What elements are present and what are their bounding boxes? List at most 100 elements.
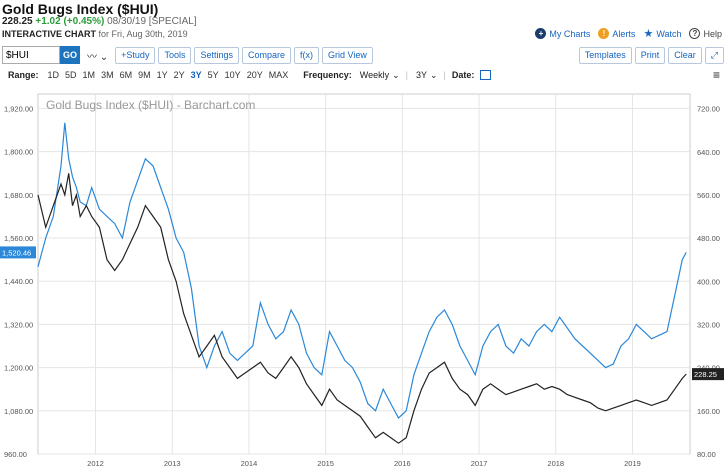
date-label: Date: xyxy=(451,70,475,80)
help-label: Help xyxy=(703,28,722,39)
toolbar-right: Templates Print Clear ⤢ xyxy=(578,46,724,64)
x-tick-label: 2018 xyxy=(547,459,564,468)
frequency-label: Frequency: xyxy=(303,70,352,80)
range-option[interactable]: 2Y xyxy=(173,70,185,80)
last-value-tag xyxy=(692,368,724,381)
my-charts-link[interactable]: + My Charts xyxy=(535,28,590,39)
last-value-label: 1,520.46 xyxy=(2,248,31,257)
quote-date: 08/30/19 [SPECIAL] xyxy=(107,16,197,27)
left-tick-label: 960.00 xyxy=(4,450,27,459)
expand-icon: ⤢ xyxy=(710,49,718,60)
left-tick-label: 1,560.00 xyxy=(4,234,33,243)
alert-icon: ! xyxy=(598,28,610,39)
help-icon: ? xyxy=(689,28,701,39)
right-tick-label: 640.00 xyxy=(697,148,720,157)
range-option[interactable]: 9M xyxy=(138,70,151,80)
right-tick-label: 480.00 xyxy=(697,234,720,243)
x-tick-label: 2012 xyxy=(87,459,104,468)
last-price: 228.25 xyxy=(2,16,33,27)
chart-type-dropdown[interactable]: 〰 ⌄ xyxy=(87,48,108,63)
plus-circle-icon: + xyxy=(535,28,547,39)
interactive-chart-title: INTERACTIVE CHART xyxy=(2,29,96,39)
x-tick-label: 2016 xyxy=(394,459,411,468)
compare-button[interactable]: Compare xyxy=(242,46,292,64)
quote-line: 228.25 +1.02 (+0.45%) 08/30/19 [SPECIAL] xyxy=(2,16,197,27)
calendar-icon[interactable] xyxy=(480,70,492,80)
symbol-search: GO xyxy=(2,46,80,64)
range-option[interactable]: 1D xyxy=(47,70,60,80)
range-option[interactable]: 3M xyxy=(101,70,114,80)
range-option[interactable]: MAX xyxy=(268,70,289,80)
line-chart-icon: 〰 xyxy=(87,51,97,63)
x-tick-label: 2014 xyxy=(241,459,258,468)
x-tick-label: 2019 xyxy=(624,459,641,468)
price-chart[interactable]: 960.00 1,080.00 1,200.00 1,320.00 1,440.00 1,… xyxy=(0,88,726,470)
left-tick-label: 1,320.00 xyxy=(4,320,33,329)
top-links: + My Charts ! Alerts ★ Watch ? Help xyxy=(535,27,722,40)
right-tick-label: 160.00 xyxy=(697,407,720,416)
range-option[interactable]: 5Y xyxy=(207,70,219,80)
range-option[interactable]: 10Y xyxy=(224,70,241,80)
left-tick-label: 1,080.00 xyxy=(4,407,33,416)
series-line xyxy=(37,122,687,419)
left-tick-label: 1,800.00 xyxy=(4,148,33,157)
chevron-down-icon: ⌄ xyxy=(392,69,400,80)
chart-title: Gold Bugs Index ($HUI) - Barchart.com xyxy=(46,98,255,112)
watch-link[interactable]: ★ Watch xyxy=(643,27,681,40)
alerts-link[interactable]: ! Alerts xyxy=(598,28,635,39)
left-tick-label: 1,920.00 xyxy=(4,104,33,113)
watch-label: Watch xyxy=(656,28,682,39)
chevron-down-icon: ⌄ xyxy=(429,69,438,80)
templates-button[interactable]: Templates xyxy=(578,46,632,64)
interactive-chart-label: INTERACTIVE CHART for Fri, Aug 30th, 201… xyxy=(2,29,188,39)
page-title: Gold Bugs Index ($HUI) xyxy=(2,1,159,17)
x-tick-label: 2013 xyxy=(164,459,181,468)
x-tick-label: 2017 xyxy=(471,459,488,468)
settings-button[interactable]: Settings xyxy=(194,46,239,64)
fx-button[interactable]: f(x) xyxy=(294,46,320,64)
clear-button[interactable]: Clear xyxy=(668,46,702,64)
expand-button[interactable]: ⤢ xyxy=(704,46,724,64)
left-tick-label: 1,680.00 xyxy=(4,191,33,200)
range-option[interactable]: 20Y xyxy=(246,70,263,80)
x-tick-label: 2015 xyxy=(317,459,334,468)
right-tick-label: 720.00 xyxy=(697,105,720,114)
right-tick-label: 400.00 xyxy=(697,277,720,286)
period-value: 3Y xyxy=(415,70,427,80)
my-charts-label: My Charts xyxy=(549,28,591,39)
plot-frame xyxy=(37,93,691,455)
alerts-label: Alerts xyxy=(612,28,636,39)
range-option[interactable]: 5D xyxy=(65,70,77,80)
range-label: Range: xyxy=(8,70,39,80)
range-option[interactable]: 1Y xyxy=(156,70,168,80)
toolbar: GO 〰 ⌄ +Study Tools Settings Compare f(x… xyxy=(2,45,724,65)
frequency-dropdown[interactable]: Weekly ⌄ xyxy=(360,70,400,81)
range-option[interactable]: 3Y xyxy=(190,70,202,80)
range-options: 1D 5D 1M 3M 6M 9M 1Y 2Y 3Y 5Y 10Y 20Y MAX xyxy=(45,70,292,80)
left-tick-label: 1,440.00 xyxy=(4,277,33,286)
right-tick-label: 80.00 xyxy=(697,450,716,459)
print-button[interactable]: Print xyxy=(634,46,666,64)
last-value-tag xyxy=(0,246,36,259)
price-change: +1.02 (+0.45%) xyxy=(35,16,105,27)
tools-button[interactable]: Tools xyxy=(158,46,192,64)
right-tick-label: 560.00 xyxy=(697,191,720,200)
period-dropdown[interactable]: 3Y ⌄ xyxy=(416,70,438,81)
help-link[interactable]: ? Help xyxy=(689,28,722,39)
symbol-input[interactable] xyxy=(2,46,60,64)
go-button[interactable]: GO xyxy=(60,46,80,64)
series-line xyxy=(37,173,687,444)
chart-area: 960.00 1,080.00 1,200.00 1,320.00 1,440.00 1,… xyxy=(0,88,726,470)
right-tick-label: 320.00 xyxy=(697,320,720,329)
grid-view-button[interactable]: Grid View xyxy=(322,46,373,64)
range-option[interactable]: 1M xyxy=(82,70,96,80)
study-button[interactable]: +Study xyxy=(115,46,156,64)
range-bar: Range: 1D 5D 1M 3M 6M 9M 1Y 2Y 3Y 5Y 10Y 20Y MAX Fre… xyxy=(8,68,720,82)
range-option[interactable]: 6M xyxy=(119,70,133,80)
interactive-chart-date: for Fri, Aug 30th, 2019 xyxy=(98,29,188,39)
left-tick-label: 1,200.00 xyxy=(4,364,33,373)
menu-icon[interactable]: ≡ xyxy=(712,68,720,82)
frequency-value: Weekly xyxy=(359,70,390,80)
last-value-label: 228.25 xyxy=(694,370,717,379)
star-icon: ★ xyxy=(643,28,654,40)
